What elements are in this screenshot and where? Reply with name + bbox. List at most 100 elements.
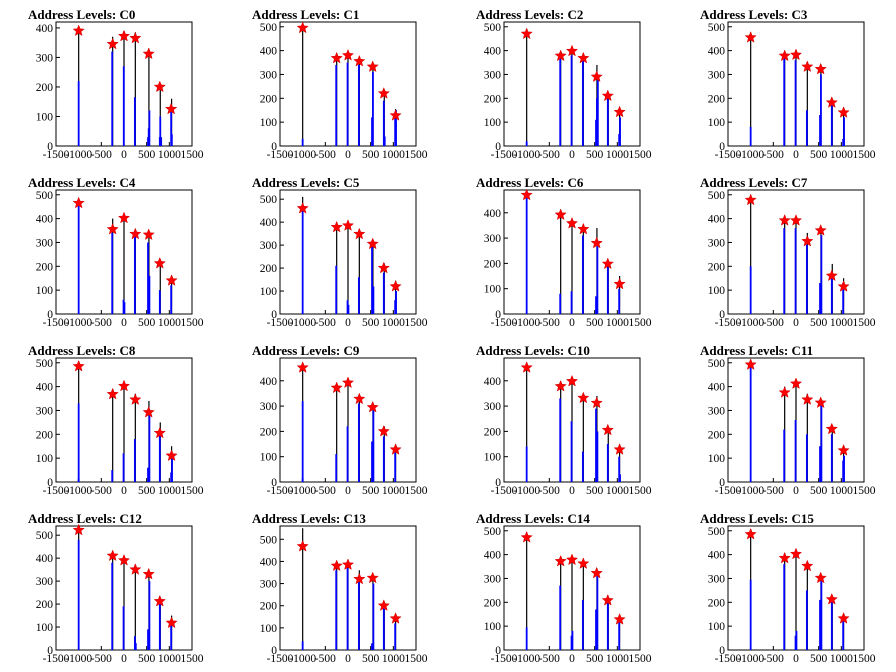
y-tick-label: 300	[36, 405, 54, 417]
histogram-bar	[147, 242, 149, 314]
histogram-bar	[820, 580, 823, 650]
peak-marker	[353, 392, 366, 405]
x-tick-label: 1000	[158, 653, 181, 665]
peak-marker	[153, 594, 166, 607]
histogram-bar	[301, 641, 304, 650]
x-tick-label: 1000	[382, 485, 405, 497]
peak-marker	[117, 29, 131, 42]
x-tick-label: 1000	[382, 149, 405, 161]
peak-marker	[341, 48, 355, 61]
x-tick-label: 1000	[606, 149, 629, 161]
histogram-bar	[526, 31, 528, 146]
x-tick-label: 1000	[382, 653, 405, 665]
y-tick-label: 200	[708, 93, 726, 105]
series-black	[78, 362, 173, 482]
y-tick-label: 300	[36, 237, 54, 249]
peak-marker	[613, 277, 626, 290]
peak-marker	[341, 376, 355, 389]
y-tick-label: 100	[36, 285, 54, 297]
y-tick-label: 300	[484, 401, 502, 413]
histogram-bar	[618, 621, 621, 650]
histogram-bar	[794, 228, 797, 314]
histogram-bar	[581, 60, 584, 146]
y-tick-label: 100	[708, 117, 726, 129]
histogram-bar	[830, 104, 833, 146]
histogram-bar	[133, 439, 136, 482]
histogram-bar	[160, 137, 163, 146]
histogram-bar	[570, 421, 573, 482]
peak-marker	[601, 593, 614, 606]
y-tick-label: 200	[260, 263, 278, 275]
series-blue	[525, 55, 621, 146]
histogram-bar	[581, 451, 584, 482]
x-tick-label: -1500	[491, 317, 518, 329]
panel-c13: Address Levels: C13 0 100 200 300 400 500 -1500…	[252, 511, 428, 665]
x-tick-label: -1000	[65, 317, 92, 329]
histogram-bar	[525, 195, 528, 314]
histogram-bar	[346, 426, 349, 482]
peak-marker	[590, 70, 603, 83]
peak-marker	[72, 196, 85, 209]
chart-title: Address Levels: C10	[476, 343, 590, 358]
series-blue	[301, 401, 397, 482]
x-tick-label: -500	[315, 149, 336, 161]
histogram-bar	[842, 283, 845, 314]
y-tick-label: 500	[260, 22, 278, 34]
histogram-bar	[783, 564, 786, 650]
peak-marker	[353, 572, 366, 585]
histogram-bar	[525, 141, 528, 146]
x-tick-label: 1500	[181, 317, 204, 329]
y-tick-label: 400	[484, 208, 502, 220]
peak-marker	[72, 359, 85, 372]
peak-marker	[106, 549, 119, 562]
histogram-bar	[749, 579, 752, 650]
histogram-bar	[170, 620, 173, 650]
peak-marker	[744, 358, 757, 370]
peak-marker	[565, 44, 579, 57]
histogram-bar	[830, 273, 833, 314]
histogram-bar	[134, 567, 136, 650]
histogram-bar	[820, 74, 822, 146]
x-tick-label: -1000	[289, 485, 316, 497]
histogram-bar	[382, 436, 385, 482]
peak-marker	[366, 571, 379, 584]
x-tick-label: 1000	[158, 149, 181, 161]
x-tick-label: 500	[586, 653, 604, 665]
x-tick-label: -1000	[737, 149, 764, 161]
histogram-bar	[134, 643, 137, 650]
histogram-bar	[336, 385, 338, 482]
x-tick-label: 1000	[830, 317, 853, 329]
chart-title: Address Levels: C8	[28, 343, 136, 358]
series-blue	[749, 57, 845, 146]
series-blue	[525, 398, 621, 482]
histogram-bar	[525, 627, 528, 650]
histogram-bar	[842, 619, 845, 650]
peak-marker	[801, 559, 814, 572]
x-tick-label: 0	[569, 149, 575, 161]
histogram-bar	[111, 470, 114, 482]
x-tick-label: 0	[793, 149, 799, 161]
series-black	[526, 192, 621, 314]
series-blue	[749, 564, 845, 650]
peak-marker	[117, 553, 131, 566]
peak-marker	[106, 222, 119, 235]
peak-marker	[613, 613, 626, 625]
histogram-bar	[335, 454, 338, 482]
chart-title: Address Levels: C12	[28, 511, 142, 526]
series-blue	[77, 51, 173, 146]
x-tick-label: 1000	[158, 317, 181, 329]
x-tick-label: 1000	[158, 485, 181, 497]
peak-marker	[814, 224, 827, 236]
peak-marker	[778, 213, 791, 226]
histogram-bar	[830, 602, 833, 650]
panel-c0: Address Levels: C0 0 100 200 300 400 -1500-100…	[28, 7, 204, 161]
histogram-bar	[571, 557, 573, 650]
histogram-bar	[357, 277, 360, 314]
y-tick-label: 300	[708, 573, 726, 585]
y-tick-label: 100	[484, 117, 502, 129]
y-tick-label: 400	[36, 382, 54, 394]
x-tick-label: -1000	[513, 317, 540, 329]
histogram-bar	[819, 283, 821, 314]
peak-marker	[778, 551, 791, 564]
series-black	[302, 528, 397, 650]
